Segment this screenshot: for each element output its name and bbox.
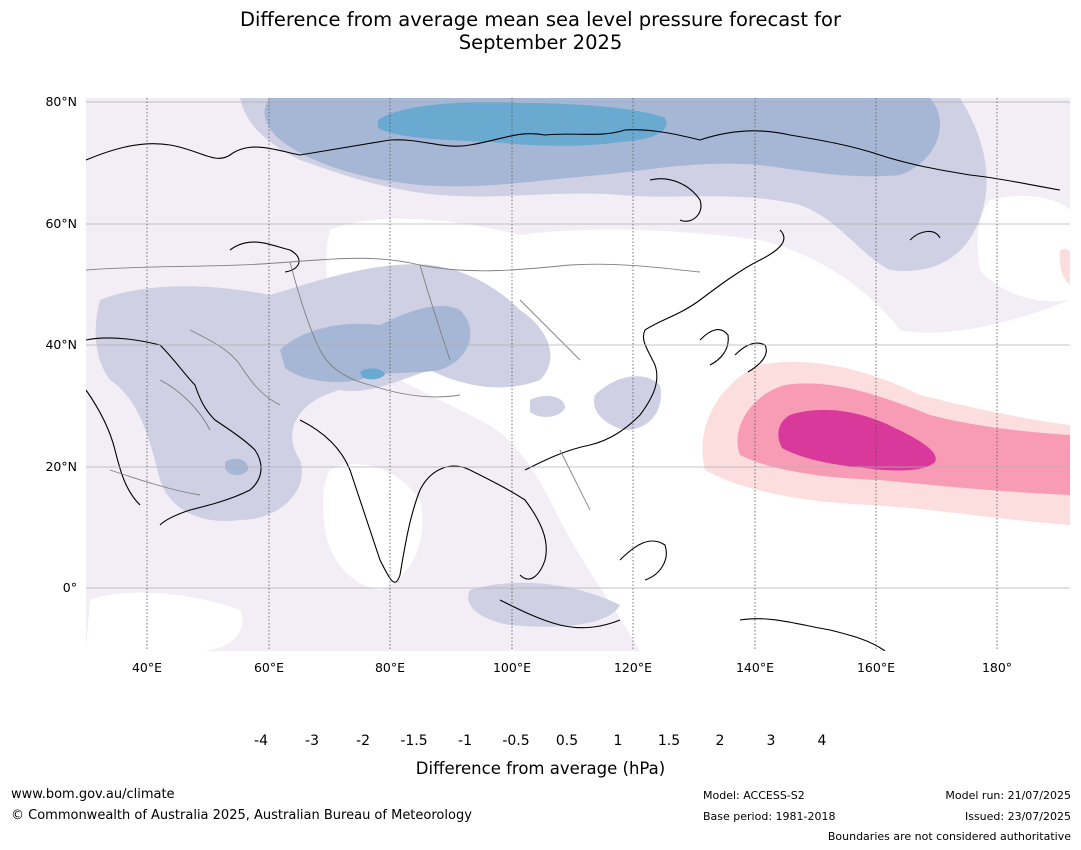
neutral-zone-arabia-sea — [86, 592, 243, 651]
lat-tick-80n: 80°N — [45, 94, 77, 109]
colorbar-tick-label: -2 — [356, 733, 370, 749]
colorbar-tick-label: -1.5 — [400, 733, 428, 749]
model-run-date: Model run: 21/07/2025 — [945, 789, 1071, 802]
colorbar-title: Difference from average (hPa) — [415, 759, 666, 778]
neutral-zone-north — [977, 195, 1070, 302]
lat-tick-40n: 40°N — [45, 337, 77, 352]
latitude-gridlines — [86, 101, 1070, 589]
title-line-2: September 2025 — [458, 31, 623, 54]
lon-tick-180: 180° — [981, 660, 1013, 675]
colorbar-tick-label: 1 — [613, 733, 623, 749]
colorbar-tick-label: 1.5 — [657, 733, 681, 749]
negative-zone-arctic-core — [378, 102, 667, 146]
longitude-gridlines — [146, 98, 998, 651]
positive-zone-north-pacific — [1059, 249, 1070, 285]
boundary-disclaimer: Boundaries are not considered authoritat… — [827, 830, 1071, 843]
base-period: Base period: 1981-2018 — [703, 810, 836, 823]
colorbar-tick-label: -3 — [305, 733, 319, 749]
negative-zone-china-coast — [594, 376, 661, 430]
negative-zone-indonesia — [468, 582, 620, 627]
colorbar-tick-label: -0.5 — [502, 733, 530, 749]
colorbar-tick-label: 3 — [766, 733, 776, 749]
colorbar-tick-label: 4 — [817, 733, 827, 749]
positive-zone-core — [778, 409, 936, 471]
colorbar-tick-label: -1 — [458, 733, 472, 749]
neutral-zone-india — [323, 464, 423, 590]
country-boundaries — [86, 257, 701, 511]
lat-tick-60n: 60°N — [45, 216, 77, 231]
coastlines — [86, 129, 1061, 651]
title-line-1: Difference from average mean sea level p… — [240, 8, 841, 31]
lon-tick-140e: 140°E — [735, 660, 774, 675]
lat-tick-20n: 20°N — [45, 459, 77, 474]
colorbar-tick-label: -4 — [254, 733, 268, 749]
lat-tick-0: 0° — [62, 580, 77, 595]
lon-tick-160e: 160°E — [856, 660, 895, 675]
negative-zone-tibet-core — [360, 368, 385, 380]
pressure-anomaly-map — [86, 98, 1070, 651]
copyright-notice: © Commonwealth of Australia 2025, Austra… — [11, 808, 472, 823]
map-title: Difference from average mean sea level p… — [0, 8, 1081, 54]
colorbar-tick-label: 2 — [715, 733, 725, 749]
lon-tick-100e: 100°E — [492, 660, 531, 675]
negative-zone-south-china-sea — [530, 395, 565, 417]
colorbar-tick-label: 0.5 — [555, 733, 579, 749]
model-name: Model: ACCESS-S2 — [703, 789, 805, 802]
issued-date: Issued: 23/07/2025 — [964, 810, 1071, 823]
lon-tick-120e: 120°E — [613, 660, 652, 675]
lon-tick-60e: 60°E — [253, 660, 285, 675]
website-link[interactable]: www.bom.gov.au/climate — [11, 787, 175, 802]
lon-tick-80e: 80°E — [374, 660, 406, 675]
negative-zone-west-asia — [280, 305, 471, 382]
lon-tick-40e: 40°E — [131, 660, 163, 675]
